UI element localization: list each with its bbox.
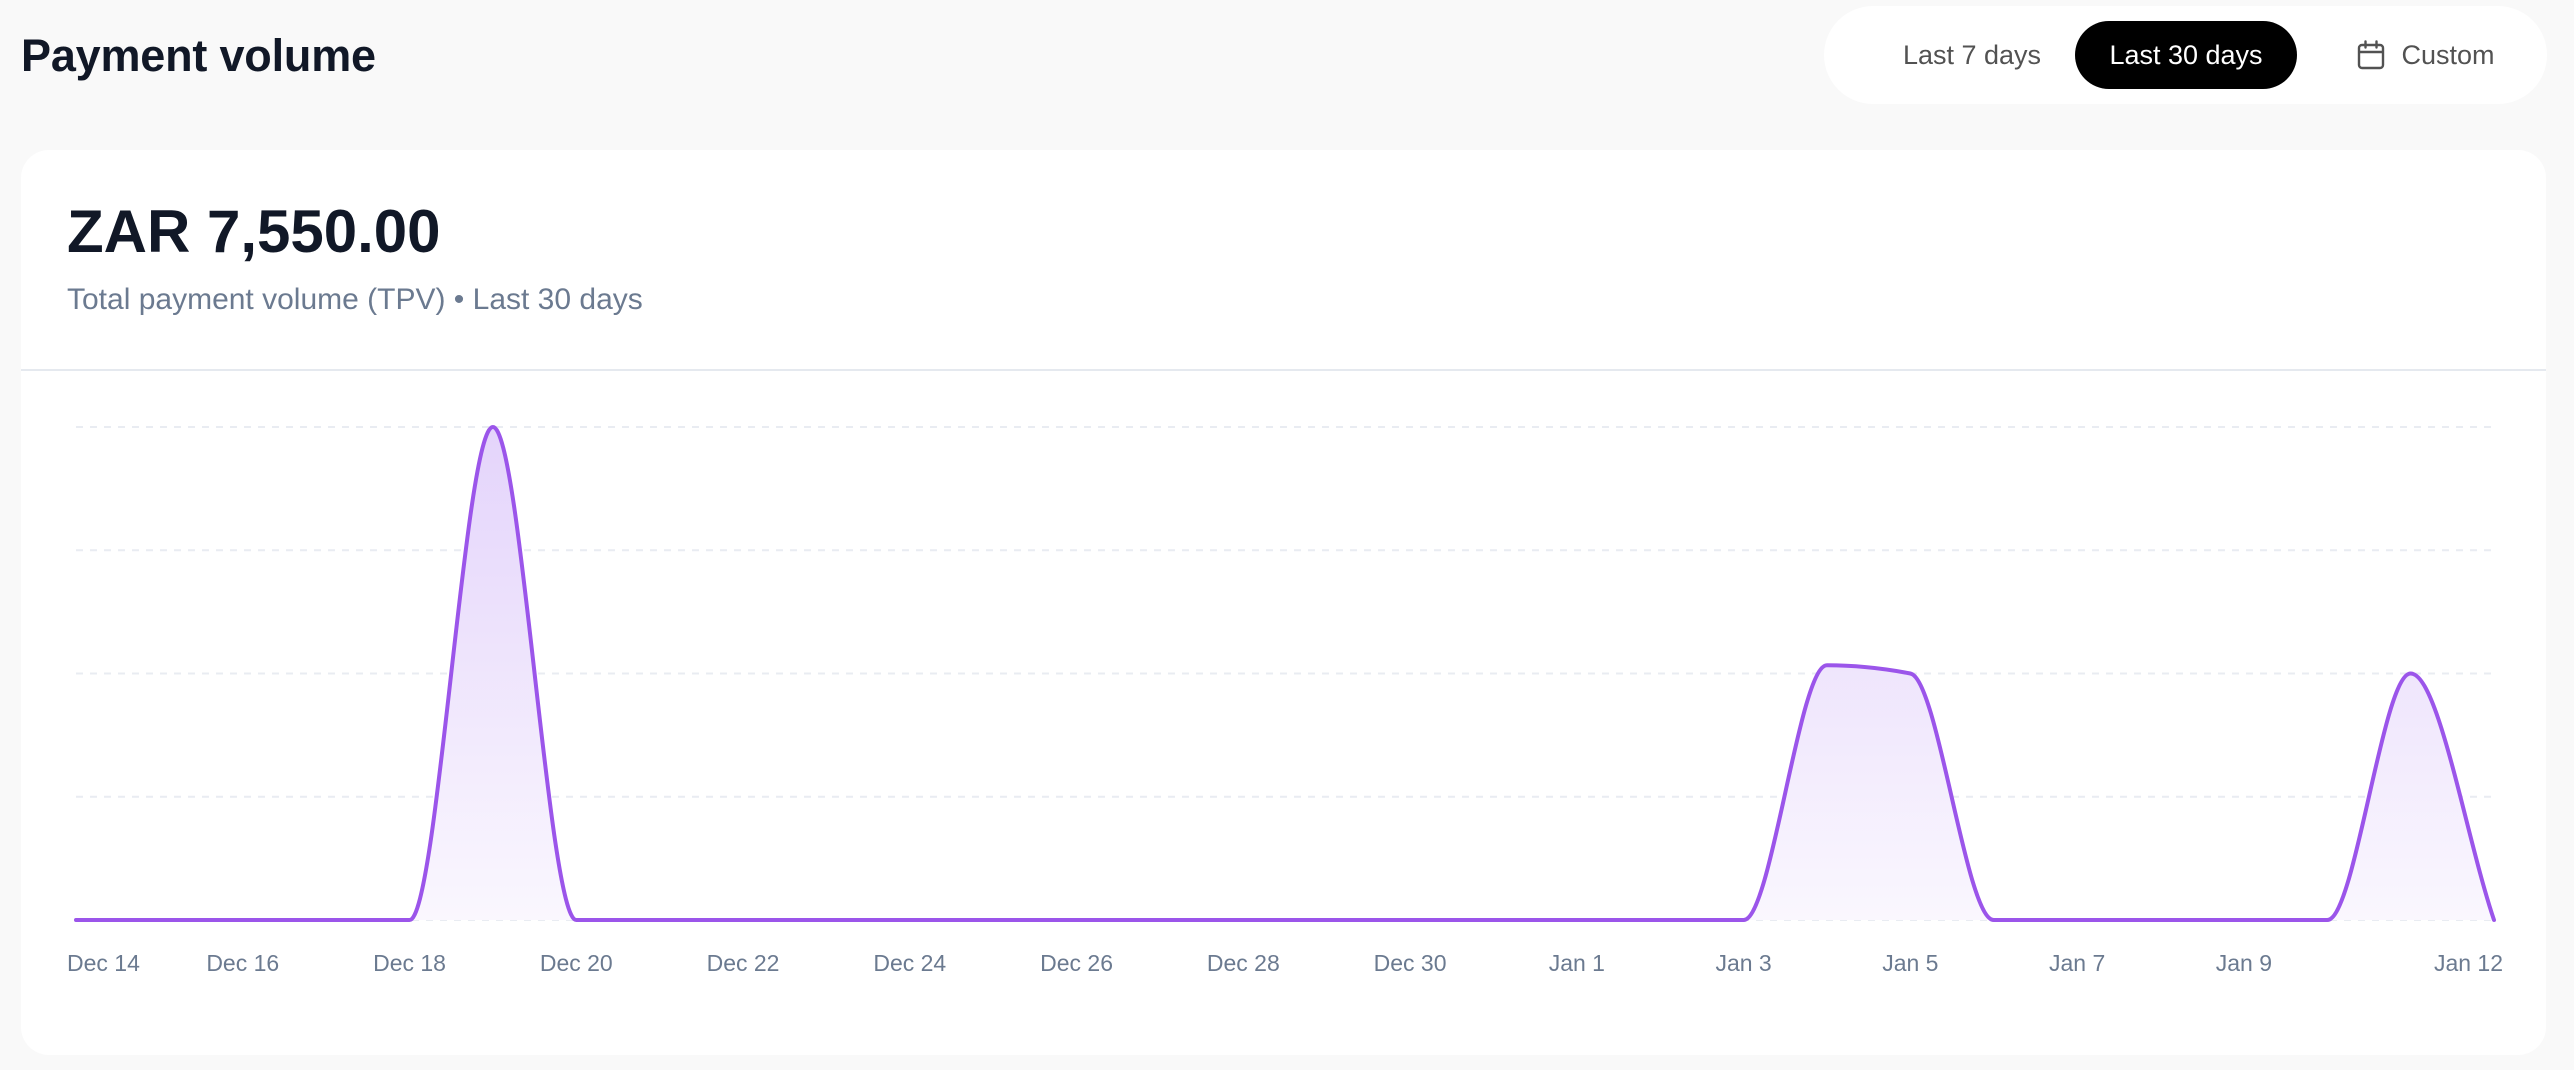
page-title: Payment volume bbox=[21, 30, 376, 81]
range-last-30-days-button[interactable]: Last 30 days bbox=[2075, 21, 2297, 89]
range-last-7-days-button[interactable]: Last 7 days bbox=[1902, 39, 2042, 70]
calendar-icon bbox=[2358, 40, 2385, 70]
date-range-switch: Last 7 days Last 30 days Custom bbox=[1824, 6, 2547, 104]
summary-header: ZAR 7,550.00 Total payment volume (TPV) … bbox=[21, 150, 2546, 371]
page-header: Payment volume Last 7 days Last 30 days … bbox=[0, 0, 2574, 110]
payment-volume-card: ZAR 7,550.00 Total payment volume (TPV) … bbox=[21, 150, 2546, 1055]
summary-subtitle: Total payment volume (TPV) • Last 30 day… bbox=[67, 283, 643, 316]
range-custom-label: Custom bbox=[2401, 39, 2495, 70]
total-amount: ZAR 7,550.00 bbox=[67, 198, 441, 265]
range-custom-button[interactable]: Custom bbox=[2331, 21, 2521, 89]
